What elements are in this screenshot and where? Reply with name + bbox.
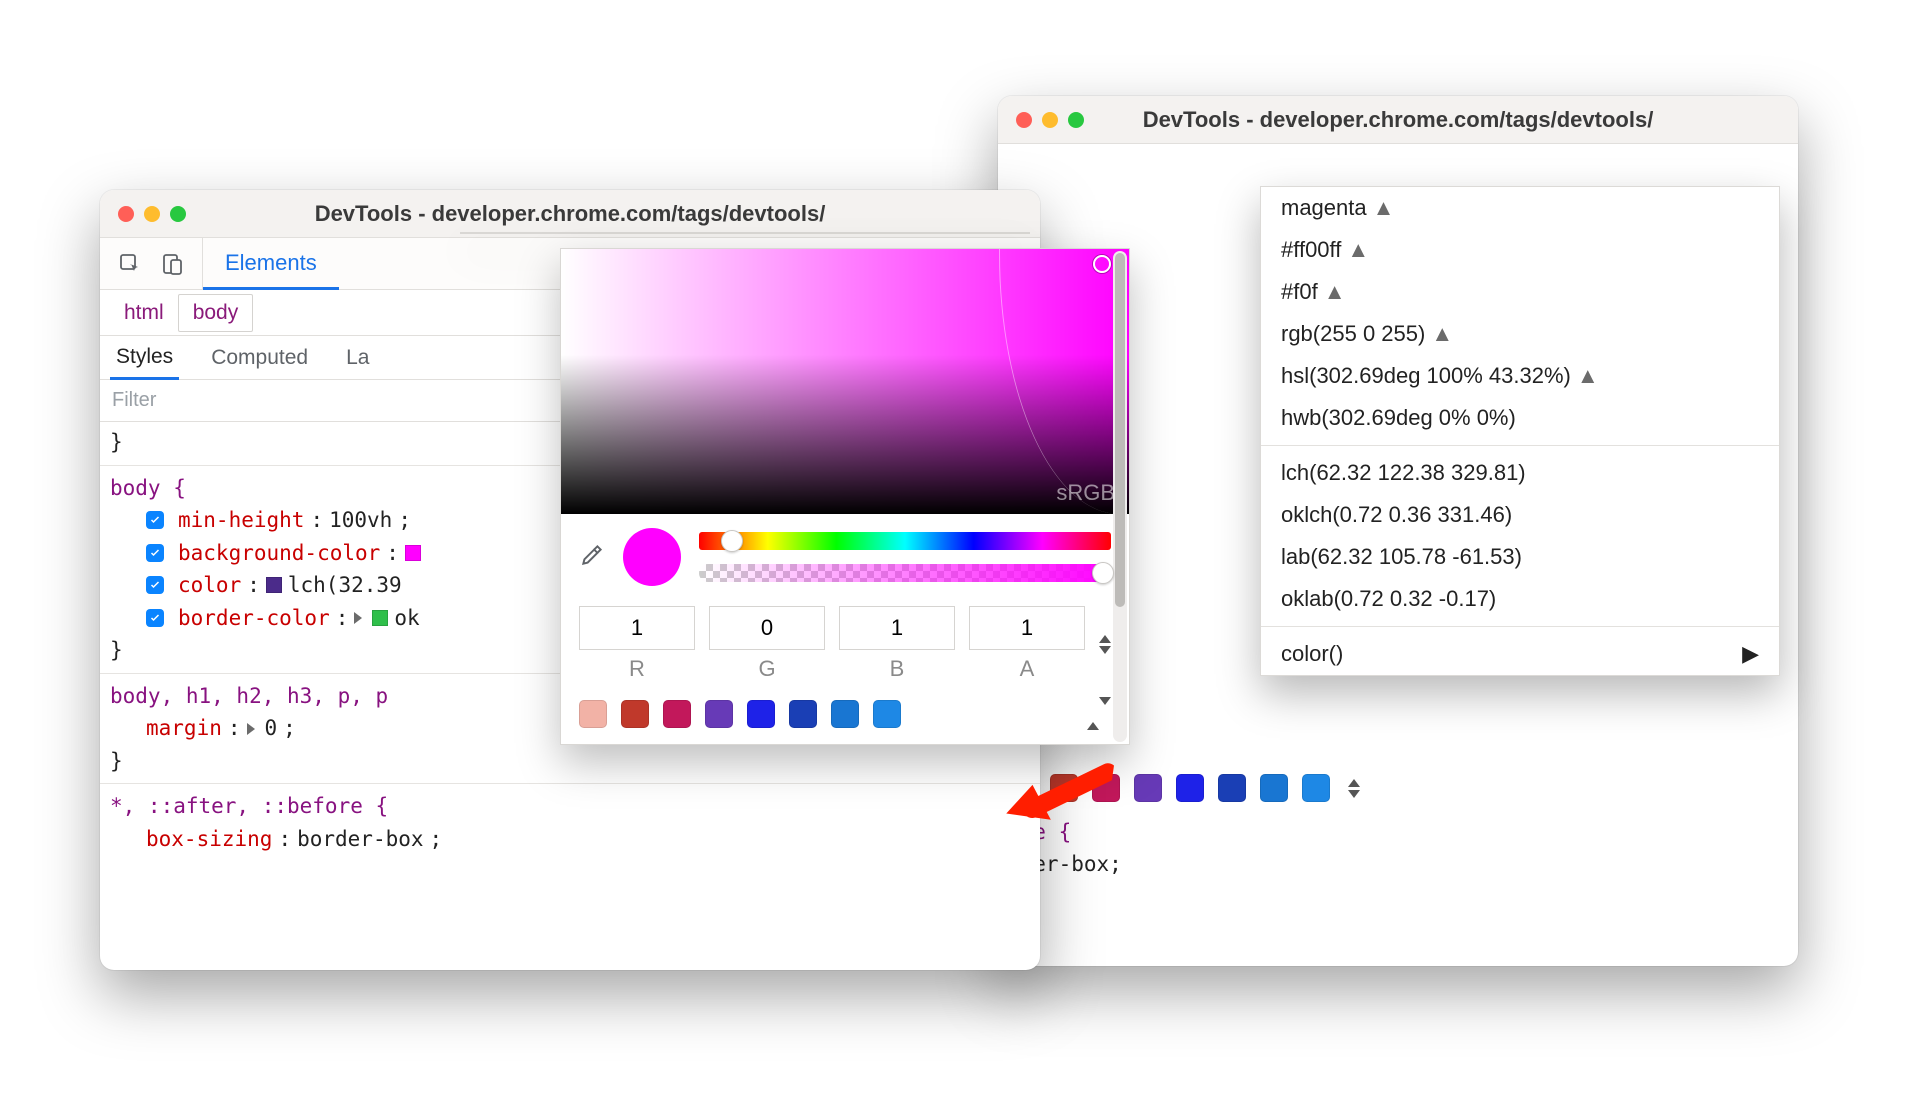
selector-universal[interactable]: *, ::after, ::before { <box>110 790 388 823</box>
tab-elements[interactable]: Elements <box>203 238 339 290</box>
subtab-styles[interactable]: Styles <box>110 336 179 380</box>
titlebar-front: DevTools - developer.chrome.com/tags/dev… <box>100 190 1040 238</box>
palette-swatch[interactable] <box>873 700 901 728</box>
format-hwb[interactable]: hwb(302.69deg 0% 0%) <box>1261 397 1779 439</box>
minimize-icon[interactable] <box>144 206 160 222</box>
selector-body[interactable]: body { <box>110 472 186 505</box>
spectrum-field[interactable]: sRGB <box>561 249 1129 514</box>
palette-row <box>579 700 1111 734</box>
channel-b-label: B <box>839 656 955 682</box>
decl-box-sizing[interactable]: box-sizing: border-box; <box>110 823 1030 856</box>
window-title-back: DevTools - developer.chrome.com/tags/dev… <box>998 107 1798 133</box>
palette-swatch[interactable] <box>789 700 817 728</box>
channel-r-label: R <box>579 656 695 682</box>
format-oklch[interactable]: oklch(0.72 0.36 331.46) <box>1261 494 1779 536</box>
zoom-icon[interactable] <box>170 206 186 222</box>
annotation-arrow <box>995 743 1115 838</box>
palette-swatch[interactable] <box>1176 774 1204 802</box>
channel-a-input[interactable]: 1 <box>969 606 1085 650</box>
checkbox-icon[interactable] <box>146 576 164 594</box>
warning-icon: ▲ <box>1431 321 1453 347</box>
warning-icon: ▲ <box>1373 195 1395 221</box>
channel-b-input[interactable]: 1 <box>839 606 955 650</box>
palette-swatch[interactable] <box>1218 774 1246 802</box>
current-color-swatch[interactable] <box>623 528 681 586</box>
subtab-computed[interactable]: Computed <box>205 336 314 379</box>
close-brace: } <box>110 634 123 667</box>
color-swatch-icon[interactable] <box>266 577 282 593</box>
traffic-lights <box>1016 112 1084 128</box>
hue-slider[interactable] <box>699 532 1111 550</box>
channel-r-input[interactable]: 1 <box>579 606 695 650</box>
format-lch[interactable]: lch(62.32 122.38 329.81) <box>1261 452 1779 494</box>
palette-stepper[interactable] <box>1348 779 1360 798</box>
checkbox-icon[interactable] <box>146 544 164 562</box>
palette-swatch[interactable] <box>831 700 859 728</box>
breadcrumb-html[interactable]: html <box>110 295 178 331</box>
format-magenta[interactable]: magenta▲ <box>1261 187 1779 229</box>
traffic-lights <box>118 206 186 222</box>
device-toggle-icon[interactable] <box>160 252 184 276</box>
selector-group[interactable]: body, h1, h2, h3, p, p <box>110 680 388 713</box>
expand-icon[interactable] <box>354 612 362 624</box>
color-format-popover: magenta▲ #ff00ff▲ #f0f▲ rgb(255 0 255)▲ … <box>1260 186 1780 676</box>
close-icon[interactable] <box>1016 112 1032 128</box>
palette-swatch[interactable] <box>621 700 649 728</box>
format-colorfn[interactable]: color()▶ <box>1261 633 1779 675</box>
color-picker <box>460 232 1030 234</box>
color-picker-panel: sRGB 1R 0G 1B 1A <box>560 248 1130 745</box>
format-rgb[interactable]: rgb(255 0 255)▲ <box>1261 313 1779 355</box>
channel-g-label: G <box>709 656 825 682</box>
warning-icon: ▲ <box>1347 237 1369 263</box>
alpha-slider[interactable] <box>699 564 1111 582</box>
format-lab[interactable]: lab(62.32 105.78 -61.53) <box>1261 536 1779 578</box>
palette-stepper[interactable] <box>1087 705 1111 723</box>
palette-swatch[interactable] <box>747 700 775 728</box>
warning-icon: ▲ <box>1324 279 1346 305</box>
filter-placeholder: Filter <box>112 389 156 412</box>
toolbar-icons <box>100 238 203 289</box>
minimize-icon[interactable] <box>1042 112 1058 128</box>
spectrum-reticle[interactable] <box>1093 255 1111 273</box>
palette-swatch[interactable] <box>663 700 691 728</box>
color-swatch-icon[interactable] <box>405 545 421 561</box>
window-title-front: DevTools - developer.chrome.com/tags/dev… <box>100 201 1040 227</box>
format-hex6[interactable]: #ff00ff▲ <box>1261 229 1779 271</box>
close-brace: } <box>110 745 123 778</box>
channel-a-label: A <box>969 656 1085 682</box>
close-icon[interactable] <box>118 206 134 222</box>
titlebar-back: DevTools - developer.chrome.com/tags/dev… <box>998 96 1798 144</box>
inspect-icon[interactable] <box>118 252 142 276</box>
zoom-icon[interactable] <box>1068 112 1084 128</box>
format-toggle-stepper[interactable] <box>1099 635 1111 654</box>
palette-swatch[interactable] <box>579 700 607 728</box>
format-hex3[interactable]: #f0f▲ <box>1261 271 1779 313</box>
palette-swatch[interactable] <box>705 700 733 728</box>
chevron-right-icon: ▶ <box>1742 641 1759 667</box>
breadcrumb-body[interactable]: body <box>178 294 254 332</box>
format-oklab[interactable]: oklab(0.72 0.32 -0.17) <box>1261 578 1779 620</box>
palette-swatch[interactable] <box>1302 774 1330 802</box>
eyedropper-icon[interactable] <box>579 542 605 573</box>
gamut-line <box>999 249 1129 514</box>
color-space-label: sRGB <box>1056 480 1115 506</box>
expand-icon[interactable] <box>247 723 255 735</box>
color-swatch-icon[interactable] <box>372 610 388 626</box>
warning-icon: ▲ <box>1577 363 1599 389</box>
channel-g-input[interactable]: 0 <box>709 606 825 650</box>
checkbox-icon[interactable] <box>146 511 164 529</box>
palette-swatch[interactable] <box>1134 774 1162 802</box>
checkbox-icon[interactable] <box>146 609 164 627</box>
palette-swatch[interactable] <box>1260 774 1288 802</box>
format-hsl[interactable]: hsl(302.69deg 100% 43.32%)▲ <box>1261 355 1779 397</box>
rgba-inputs: 1R 0G 1B 1A <box>579 606 1111 682</box>
subtab-layout[interactable]: La <box>340 336 375 379</box>
